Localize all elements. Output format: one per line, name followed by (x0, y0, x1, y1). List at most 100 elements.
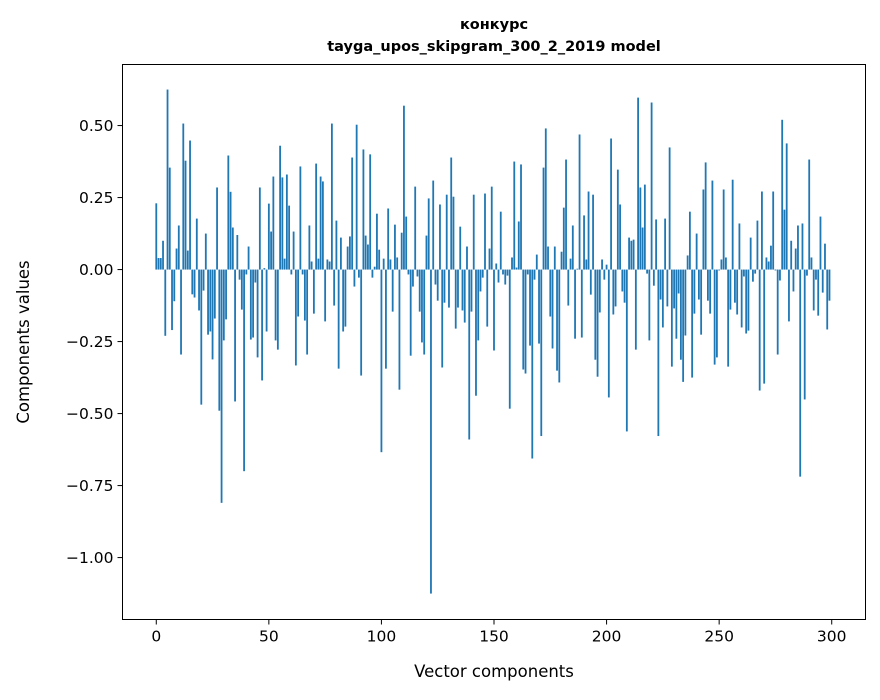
x-tick-label: 0 (151, 628, 161, 646)
bar-component-178 (556, 269, 558, 371)
bar-component-200 (605, 264, 608, 270)
bar-component-237 (688, 211, 691, 270)
chart-title-line1: конкурс (460, 17, 528, 33)
bar-component-123 (432, 180, 435, 270)
bar-component-202 (610, 138, 612, 270)
bar-component-205 (616, 169, 619, 270)
bar-component-58 (285, 174, 288, 270)
bars-group (155, 89, 831, 594)
bar-component-9 (175, 248, 178, 270)
bar-component-108 (398, 269, 401, 390)
bar-component-213 (634, 269, 637, 350)
bar-component-216 (641, 227, 644, 270)
bar-component-241 (697, 269, 700, 300)
bar-component-276 (776, 269, 779, 355)
bar-component-7 (171, 269, 173, 331)
bar-component-272 (767, 261, 770, 270)
bar-component-145 (481, 269, 484, 278)
bar-component-0 (155, 203, 158, 270)
bar-component-232 (677, 269, 680, 294)
bar-component-2 (159, 258, 162, 270)
bar-component-204 (614, 269, 617, 307)
bar-component-39 (243, 269, 245, 472)
bar-component-43 (252, 269, 254, 338)
bar-component-292 (812, 269, 815, 311)
bar-component-73 (319, 176, 322, 270)
bar-component-173 (544, 128, 547, 270)
bar-component-40 (245, 269, 248, 275)
bar-component-280 (785, 143, 788, 270)
bar-component-278 (781, 119, 784, 270)
bar-component-93 (364, 235, 367, 270)
bar-component-47 (261, 269, 263, 381)
bar-component-150 (493, 269, 495, 351)
bar-component-50 (267, 203, 270, 270)
x-axis-label: Vector components (414, 662, 574, 681)
bar-component-267 (756, 220, 759, 270)
bar-component-98 (376, 213, 378, 270)
bar-component-5 (166, 89, 169, 270)
bar-component-96 (371, 269, 374, 278)
bar-component-86 (349, 236, 351, 270)
bar-component-16 (191, 269, 194, 295)
bar-component-253 (725, 257, 727, 270)
bar-component-135 (459, 226, 462, 270)
bar-component-188 (578, 134, 581, 270)
bar-component-54 (276, 269, 279, 350)
bar-component-176 (551, 269, 554, 349)
bar-component-160 (515, 267, 518, 270)
bar-component-235 (684, 269, 687, 336)
bar-component-255 (729, 269, 732, 310)
bar-component-143 (477, 269, 480, 341)
bar-component-51 (270, 231, 273, 270)
bar-component-275 (774, 269, 777, 271)
bar-component-263 (747, 269, 750, 331)
bar-component-101 (382, 258, 385, 270)
bar-component-6 (168, 167, 171, 270)
bar-component-257 (734, 269, 736, 303)
bar-component-296 (821, 269, 824, 293)
bar-component-26 (213, 269, 216, 319)
bar-component-92 (362, 149, 365, 270)
bar-component-172 (542, 167, 545, 270)
bar-component-70 (312, 269, 315, 314)
bar-component-114 (412, 269, 414, 287)
bar-component-271 (765, 257, 768, 270)
bar-component-127 (441, 269, 444, 368)
bar-component-259 (738, 223, 741, 270)
bar-component-159 (513, 161, 516, 270)
bar-component-15 (189, 140, 191, 270)
bar-component-265 (752, 269, 754, 282)
bar-component-227 (666, 269, 669, 307)
bar-component-104 (389, 259, 392, 270)
bar-component-166 (529, 269, 531, 346)
bar-component-31 (225, 269, 227, 320)
bar-component-220 (650, 102, 653, 270)
bar-component-180 (560, 251, 563, 270)
bar-component-107 (396, 257, 399, 270)
bar-component-63 (297, 269, 300, 317)
bar-component-183 (567, 269, 570, 306)
bar-component-22 (204, 233, 207, 270)
bar-component-56 (281, 177, 284, 270)
bar-component-295 (819, 216, 822, 270)
bar-component-196 (596, 269, 599, 377)
bar-component-49 (265, 269, 268, 332)
bar-component-146 (484, 193, 486, 270)
bar-component-83 (342, 269, 345, 332)
bar-component-184 (569, 258, 572, 270)
bar-component-21 (202, 269, 205, 291)
bar-component-129 (445, 194, 448, 270)
bar-component-152 (497, 269, 500, 283)
bar-component-60 (290, 269, 293, 275)
bar-component-225 (661, 269, 664, 328)
bar-component-289 (806, 269, 808, 276)
bar-component-219 (648, 269, 651, 341)
bar-component-41 (247, 246, 250, 270)
bar-component-13 (184, 160, 187, 270)
bar-component-45 (256, 269, 259, 358)
y-tick-label: 0.25 (79, 189, 114, 207)
bar-component-298 (826, 269, 829, 330)
bar-component-283 (792, 269, 795, 292)
bar-component-168 (533, 269, 536, 280)
